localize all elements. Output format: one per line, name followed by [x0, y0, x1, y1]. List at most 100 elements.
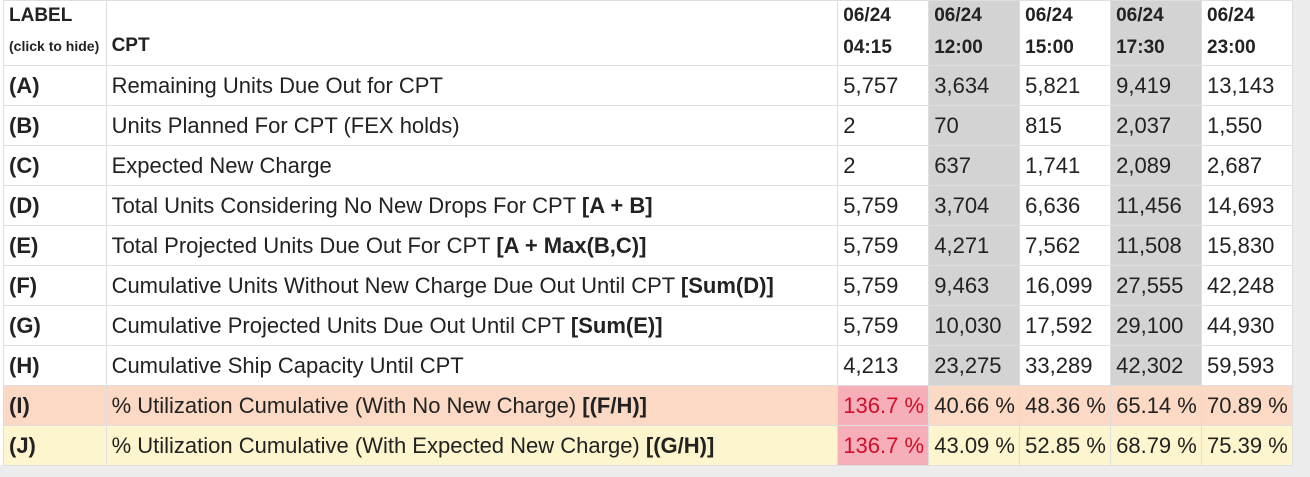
row-text: Expected New Charge — [111, 152, 332, 178]
cpt-date: 06/24 — [1025, 5, 1073, 26]
row-description: Units Planned For CPT (FEX holds) — [105, 105, 839, 146]
value-cell: 52.85 % — [1019, 425, 1112, 466]
value-cell: 15,830 — [1201, 225, 1293, 266]
value-cell: 2,687 — [1201, 145, 1293, 186]
value-cell: 11,508 — [1110, 225, 1203, 266]
row-letter: (F) — [3, 265, 107, 306]
value-cell: 48.36 % — [1019, 385, 1112, 426]
label-column-header[interactable]: LABEL (click to hide) — [3, 0, 107, 66]
table-row: (F) Cumulative Units Without New Charge … — [3, 265, 1293, 306]
row-text: Units Planned For CPT (FEX holds) — [111, 112, 460, 138]
row-text: Cumulative Units Without New Charge Due … — [111, 272, 681, 298]
row-letter: (C) — [3, 145, 107, 186]
row-text: % Utilization Cumulative (With No New Ch… — [111, 392, 583, 418]
table-row: (D) Total Units Considering No New Drops… — [3, 185, 1293, 226]
row-description: Cumulative Units Without New Charge Due … — [105, 265, 839, 306]
cpt-time-header: 06/24 17:30 — [1110, 0, 1203, 66]
row-letter: (D) — [3, 185, 107, 226]
cpt-time: 23:00 — [1207, 37, 1256, 58]
value-cell: 44,930 — [1201, 305, 1293, 346]
value-cell: 42,302 — [1110, 345, 1203, 386]
value-cell: 5,759 — [837, 185, 930, 226]
value-cell: 9,463 — [928, 265, 1021, 306]
value-cell: 5,759 — [837, 305, 930, 346]
value-cell: 59,593 — [1201, 345, 1293, 386]
row-text: Total Units Considering No New Drops For… — [111, 192, 582, 218]
row-description: Expected New Charge — [105, 145, 839, 186]
row-text: Remaining Units Due Out for CPT — [111, 72, 443, 98]
value-cell: 4,213 — [837, 345, 930, 386]
hide-labels-toggle[interactable]: (click to hide) — [9, 38, 100, 54]
value-cell: 10,030 — [928, 305, 1021, 346]
table-row: (C) Expected New Charge 2 637 1,741 2,08… — [3, 145, 1293, 186]
row-formula: [Sum(D)] — [680, 272, 774, 298]
value-cell: 637 — [928, 145, 1021, 186]
value-cell: 4,271 — [928, 225, 1021, 266]
value-cell: 40.66 % — [928, 385, 1021, 426]
over-capacity-value-cell: 136.7 % — [837, 385, 930, 426]
row-formula: [(F/H)] — [582, 392, 648, 418]
value-cell: 11,456 — [1110, 185, 1203, 226]
table-row: (B) Units Planned For CPT (FEX holds) 2 … — [3, 105, 1293, 146]
row-description: Cumulative Ship Capacity Until CPT — [105, 345, 839, 386]
row-formula: [A + Max(B,C)] — [496, 232, 647, 258]
cpt-date: 06/24 — [1116, 5, 1164, 26]
row-description: % Utilization Cumulative (With No New Ch… — [105, 385, 839, 426]
value-cell: 3,634 — [928, 65, 1021, 106]
row-description: Total Units Considering No New Drops For… — [105, 185, 839, 226]
row-formula: [(G/H)] — [645, 432, 715, 458]
value-cell: 7,562 — [1019, 225, 1112, 266]
value-cell: 33,289 — [1019, 345, 1112, 386]
value-cell: 42,248 — [1201, 265, 1293, 306]
value-cell: 43.09 % — [928, 425, 1021, 466]
value-cell: 14,693 — [1201, 185, 1293, 226]
row-letter: (E) — [3, 225, 107, 266]
value-cell: 70 — [928, 105, 1021, 146]
utilization-expected-charge-row: (J) % Utilization Cumulative (With Expec… — [3, 425, 1293, 466]
utilization-no-charge-row: (I) % Utilization Cumulative (With No Ne… — [3, 385, 1293, 426]
row-text: Cumulative Ship Capacity Until CPT — [111, 352, 464, 378]
over-capacity-value-cell: 136.7 % — [837, 425, 930, 466]
value-cell: 23,275 — [928, 345, 1021, 386]
cpt-table-panel: LABEL (click to hide) CPT 06/24 04:15 06… — [0, 0, 1293, 466]
cpt-date: 06/24 — [934, 5, 982, 26]
cpt-date: 06/24 — [843, 5, 891, 26]
value-cell: 5,759 — [837, 265, 930, 306]
cpt-time-header: 06/24 12:00 — [928, 0, 1021, 66]
cpt-column-header: CPT — [105, 0, 839, 66]
cpt-date: 06/24 — [1207, 5, 1255, 26]
label-header-title: LABEL — [9, 5, 73, 26]
value-cell: 815 — [1019, 105, 1112, 146]
row-description: Cumulative Projected Units Due Out Until… — [105, 305, 839, 346]
value-cell: 27,555 — [1110, 265, 1203, 306]
value-cell: 2,089 — [1110, 145, 1203, 186]
row-description: Remaining Units Due Out for CPT — [105, 65, 839, 106]
cpt-utilization-table: LABEL (click to hide) CPT 06/24 04:15 06… — [3, 0, 1293, 466]
value-cell: 29,100 — [1110, 305, 1203, 346]
value-cell: 65.14 % — [1110, 385, 1203, 426]
value-cell: 5,757 — [837, 65, 930, 106]
row-letter: (J) — [3, 425, 107, 466]
row-letter: (H) — [3, 345, 107, 386]
cpt-header-title: CPT — [111, 35, 150, 56]
row-text: % Utilization Cumulative (With Expected … — [111, 432, 646, 458]
value-cell: 75.39 % — [1201, 425, 1293, 466]
value-cell: 1,550 — [1201, 105, 1293, 146]
cpt-time-header: 06/24 04:15 — [837, 0, 930, 66]
cpt-time: 15:00 — [1025, 37, 1074, 58]
value-cell: 17,592 — [1019, 305, 1112, 346]
row-letter: (I) — [3, 385, 107, 426]
row-description: Total Projected Units Due Out For CPT [A… — [105, 225, 839, 266]
header-row: LABEL (click to hide) CPT 06/24 04:15 06… — [3, 0, 1293, 66]
value-cell: 1,741 — [1019, 145, 1112, 186]
value-cell: 2,037 — [1110, 105, 1203, 146]
cpt-time-header: 06/24 15:00 — [1019, 0, 1112, 66]
value-cell: 68.79 % — [1110, 425, 1203, 466]
value-cell: 9,419 — [1110, 65, 1203, 106]
row-formula: [Sum(E)] — [570, 312, 663, 338]
value-cell: 5,821 — [1019, 65, 1112, 106]
value-cell: 5,759 — [837, 225, 930, 266]
table-row: (G) Cumulative Projected Units Due Out U… — [3, 305, 1293, 346]
row-description: % Utilization Cumulative (With Expected … — [105, 425, 839, 466]
cpt-time-header: 06/24 23:00 — [1201, 0, 1293, 66]
